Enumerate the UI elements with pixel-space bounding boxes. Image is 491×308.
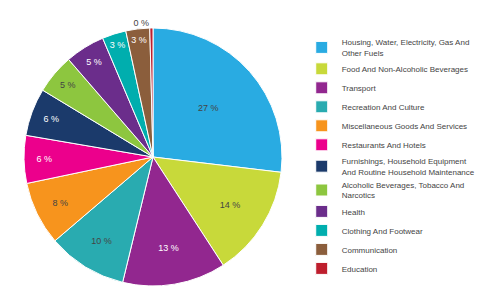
svg-text:10 %: 10 % bbox=[91, 236, 112, 246]
svg-text:Miscellaneous Goods And Servic: Miscellaneous Goods And Services bbox=[342, 122, 467, 131]
svg-text:Restaurants And Hotels: Restaurants And Hotels bbox=[342, 141, 426, 150]
svg-text:3 %: 3 % bbox=[110, 40, 126, 50]
svg-text:Transport: Transport bbox=[342, 84, 377, 93]
svg-text:0 %: 0 % bbox=[133, 18, 149, 28]
svg-text:3 %: 3 % bbox=[131, 35, 147, 45]
svg-text:14 %: 14 % bbox=[220, 200, 241, 210]
svg-text:Food And Non-Alcoholic Beverag: Food And Non-Alcoholic Beverages bbox=[342, 65, 468, 74]
svg-text:6 %: 6 % bbox=[43, 114, 59, 124]
svg-text:Communication: Communication bbox=[342, 246, 398, 255]
svg-text:8 %: 8 % bbox=[52, 198, 68, 208]
svg-text:Recreation And Culture: Recreation And Culture bbox=[342, 103, 425, 112]
svg-text:Furnishings, Household Equipme: Furnishings, Household EquipmentAnd Rout… bbox=[342, 157, 475, 176]
svg-text:27 %: 27 % bbox=[198, 103, 219, 113]
svg-text:Health: Health bbox=[342, 208, 365, 217]
svg-text:5 %: 5 % bbox=[60, 80, 76, 90]
svg-text:5 %: 5 % bbox=[86, 57, 102, 67]
svg-text:Education: Education bbox=[342, 265, 378, 274]
svg-text:13 %: 13 % bbox=[158, 243, 179, 253]
svg-text:Alcoholic Beverages, Tobacco A: Alcoholic Beverages, Tobacco AndNarcotic… bbox=[342, 181, 465, 200]
svg-text:Clothing And Footwear: Clothing And Footwear bbox=[342, 227, 423, 236]
svg-text:6 %: 6 % bbox=[37, 154, 53, 164]
svg-text:Housing, Water, Electricity, G: Housing, Water, Electricity, Gas AndOthe… bbox=[342, 38, 470, 57]
